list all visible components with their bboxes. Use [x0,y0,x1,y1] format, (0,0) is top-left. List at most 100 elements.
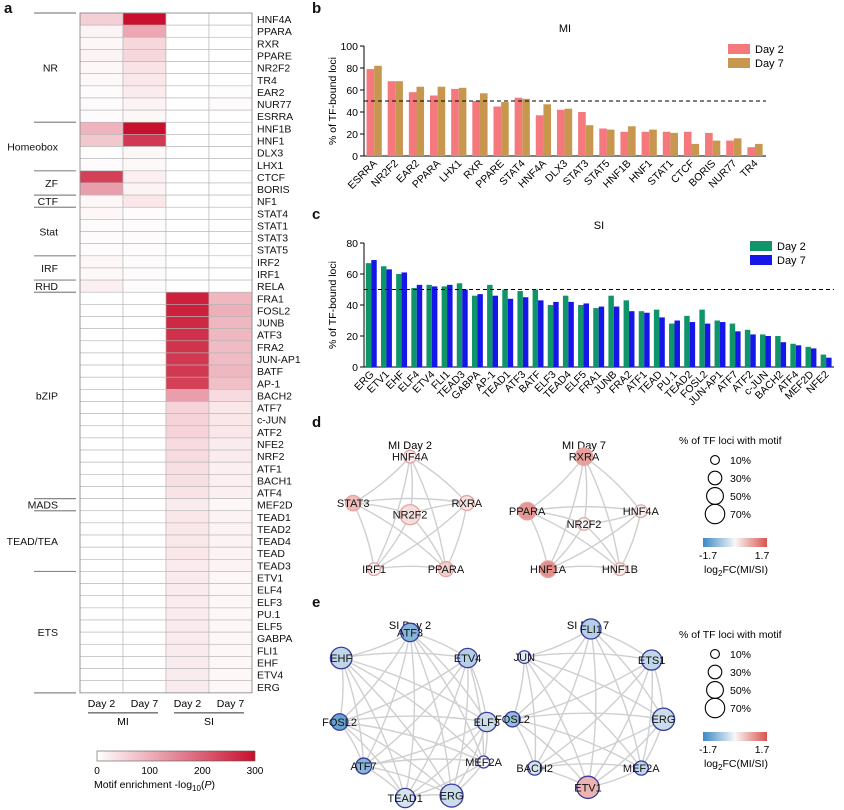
network-node-rxra [458,494,475,512]
heatmap-cell-bach1-0 [79,474,124,487]
network-edge [534,659,653,769]
bar-erg-day7 [371,260,377,367]
heatmap-cell-boris-0 [79,182,124,196]
network-edge [512,659,653,720]
fc-label-part: log [704,564,718,576]
heatmap-cell-tead-0 [79,546,124,560]
heatmap-cell-tead-3 [208,546,253,560]
heatmap-cell-ctcf-1 [122,170,167,184]
row-label: PPARA [257,26,292,38]
fc-max-label: 1.7 [755,744,770,756]
network-node-label: ELF3 [474,717,500,729]
network-node-label: MEF2A [623,763,660,775]
heatmap-cell-lhx1-2 [165,158,210,172]
legend-swatch [728,58,750,68]
heatmap-cell-atf7-0 [79,401,124,414]
bar-stat3-day7 [585,125,594,156]
row-label: ATF4 [257,488,282,500]
colorbar-label: Motif enrichment -log10(P) [94,779,215,793]
heatmap-cell-hnf4a-3 [208,12,253,26]
fc-label-sub: 2 [718,569,723,578]
network-edge [583,456,621,570]
heatmap-cell-tead1-2 [165,510,210,524]
heatmap-cell-elf4-1 [122,583,167,597]
bar-tead2-day7 [689,322,696,367]
row-label: HNF1 [257,135,285,147]
network-node-label: TEAD1 [387,793,422,805]
heatmap-cell-fra1-2 [165,291,210,305]
network-node-label: HNF1A [530,564,567,576]
network-node-bach2 [527,760,543,776]
heatmap-cell-ear2-0 [79,85,124,99]
fc-colorbar [703,538,767,547]
heatmap-cell-elf3-1 [122,595,167,609]
network-edge [339,721,484,763]
row-label: FOSL2 [257,305,290,317]
network-node-label: HNF4A [623,506,660,518]
size-legend-label: 50% [730,685,751,697]
bar-atf1-day2 [638,311,645,367]
bar-rxr-day2 [472,101,480,156]
row-label: TEAD [257,548,285,560]
row-label: NF1 [257,196,277,208]
heatmap-cell-jun-ap1-2 [165,352,210,366]
heatmap-cell-tead4-3 [208,534,253,548]
row-label: ESRRA [257,111,293,123]
heatmap-cell-batf-0 [79,364,124,378]
heatmap-cell-irf1-2 [165,267,210,281]
family-label-mads: MADS [28,500,58,512]
size-legend-circle [707,470,723,486]
bar-pu.1-day7 [674,320,680,367]
network-si: SI Day 2ATF3EHFETV4FOSL2ELF3ATF7MEF2ATEA… [322,618,782,809]
heatmap-cell-erg-3 [208,680,253,694]
network-edge [341,652,468,659]
heatmap-cell-ap-1-1 [122,376,167,390]
bar-boris-day7 [712,140,721,156]
heatmap-cell-c-jun-0 [79,413,124,427]
heatmap-cell-elf5-1 [122,619,167,633]
network-edge [524,656,664,720]
heatmap-cell-fra1-1 [122,291,167,305]
network-title: MI Day 7 [562,440,606,452]
heatmap-cell-stat5-1 [122,243,167,257]
bar-lhx1-day2 [451,88,459,156]
heatmap-cell-tead3-2 [165,558,210,572]
network-edge [583,456,588,525]
heatmap-cell-stat1-1 [122,219,167,232]
network-edge [587,659,653,788]
network-edge [450,657,469,796]
heatmap-cell-tead2-0 [79,522,124,536]
heatmap-cell-ppara-1 [122,24,167,38]
bar-atf7-day7 [735,331,741,367]
heatmap-cell-ehf-0 [79,656,124,669]
row-label: PU.1 [257,609,281,621]
heatmap-cell-bach1-3 [208,474,253,487]
heatmap-cell-fosl2-2 [165,304,210,317]
network-node-label: ETV4 [454,653,482,665]
bar-atf4-day2 [790,343,796,367]
heatmap-cell-tead1-3 [208,510,253,524]
bar-hnf1b-day2 [620,131,629,156]
heatmap-cell-gabpa-0 [79,631,124,645]
network-edge [512,718,642,769]
panel-label-c: c [312,206,321,223]
bar-elf5-day2 [578,305,584,367]
heatmap-cell-fra2-1 [122,340,167,354]
bar-gabpa-day2 [471,295,478,367]
legend-label: Day 2 [755,44,784,56]
bar-tead4-day7 [568,301,574,367]
network-node-label: ETS1 [638,655,666,667]
network-node-label: FLI1 [580,624,602,636]
network-node-label: FOSL2 [495,714,530,726]
row-label: TEAD3 [257,560,291,572]
legend-label: Day 2 [777,241,806,253]
network-edge [339,721,406,799]
bar-ctcf-day7 [691,143,700,156]
size-legend-circle [707,664,723,680]
heatmap-cell-nur77-1 [122,97,167,111]
colorbar-label-part: ( [201,779,205,791]
size-legend-title: % of TF loci with motif [679,435,782,447]
bar-dlx3-day2 [556,109,565,156]
bar-bach2-day7 [780,342,787,367]
heatmap-cell-atf1-0 [79,461,124,475]
